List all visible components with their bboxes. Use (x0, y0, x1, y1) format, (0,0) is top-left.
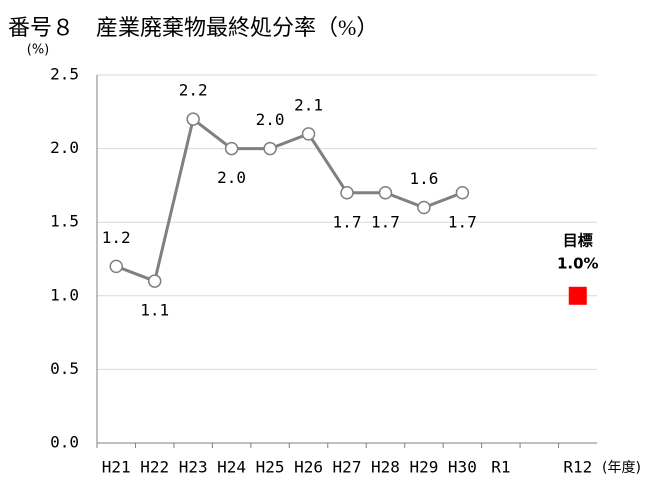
point (224, 141, 239, 156)
data-label: 1.2 (102, 228, 131, 247)
data-label: 2.0 (217, 168, 246, 187)
x-tick-label: R12 (563, 458, 592, 477)
point (147, 274, 162, 288)
data-label: 2.2 (179, 81, 208, 100)
x-tick-label: H25 (256, 458, 285, 477)
target-marker (568, 286, 587, 305)
data-label: 1.1 (140, 301, 169, 320)
line (115, 116, 463, 284)
chart-title: 番号８ 産業廃棄物最終処分率（%） (8, 15, 378, 40)
data-label: 1.6 (409, 169, 438, 188)
point (109, 259, 123, 274)
y-axis-label: (%) (27, 43, 50, 58)
x-tick-label: H30 (448, 458, 477, 477)
x-tick-label: H29 (409, 458, 438, 477)
target-label: 目標 (563, 231, 593, 249)
point (340, 186, 354, 200)
data-label: 1.7 (448, 212, 477, 231)
x-tick-label: H22 (140, 458, 169, 477)
point (378, 186, 393, 200)
data-label: 2.1 (294, 95, 323, 114)
x-tick-label: H26 (294, 458, 323, 477)
y-tick-label: 0.0 (50, 433, 79, 452)
point (417, 200, 431, 215)
x-tick-label: H28 (371, 458, 400, 477)
y-tick-label: 2.5 (50, 65, 79, 84)
x-axis-label: (年度) (602, 460, 641, 476)
x-tick-label: H21 (102, 458, 131, 477)
x-tick-label: H23 (179, 458, 208, 477)
y-tick-label: 0.5 (50, 359, 79, 378)
data-label: 1.7 (371, 212, 400, 231)
y-tick-label: 1.5 (50, 212, 79, 231)
point (186, 112, 200, 126)
y-tick-label: 1.0 (50, 285, 79, 304)
x-tick-label: R1 (491, 458, 510, 477)
point (301, 127, 316, 141)
point (263, 141, 277, 156)
y-tick-label: 2.0 (50, 138, 79, 157)
data-label: 1.0% (557, 254, 599, 272)
point (455, 186, 470, 200)
x-tick-label: H27 (333, 458, 362, 477)
x-tick-label: H24 (217, 458, 246, 477)
data-label: 1.7 (333, 212, 362, 231)
data-label: 2.0 (256, 110, 285, 129)
